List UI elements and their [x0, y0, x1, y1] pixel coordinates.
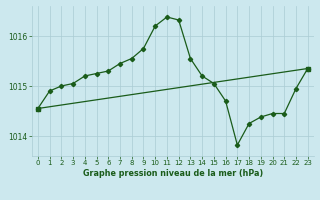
X-axis label: Graphe pression niveau de la mer (hPa): Graphe pression niveau de la mer (hPa)	[83, 169, 263, 178]
